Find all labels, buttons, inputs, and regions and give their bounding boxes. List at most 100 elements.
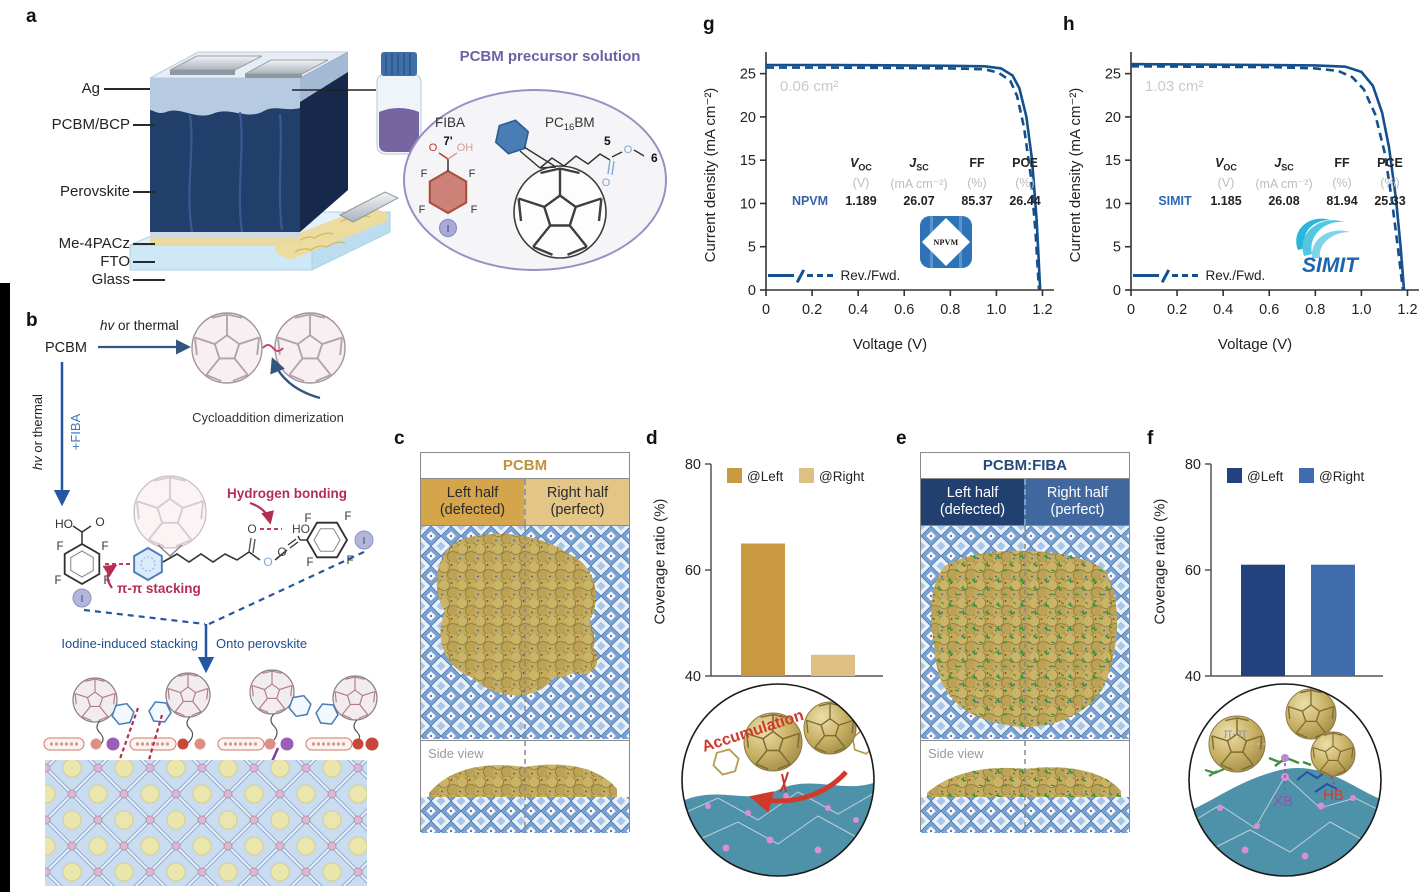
- md-sideview-pcbm-svg: Side view: [421, 741, 629, 833]
- panel-label-b: b: [26, 310, 38, 331]
- c-sideview-label: Side view: [428, 746, 484, 761]
- g-ff-value: 85.37: [961, 193, 993, 208]
- h-u-blank: [1147, 176, 1203, 191]
- d-inset-border: [681, 683, 875, 877]
- fiba-f2: F: [469, 168, 476, 180]
- svg-text:15: 15: [740, 153, 756, 169]
- simit-logo: SIMIT: [1296, 218, 1360, 277]
- g-legend-dashed-line: [806, 274, 833, 277]
- h-pce-value: 25.33: [1374, 193, 1406, 208]
- d-ion3: [783, 793, 789, 799]
- md-header-pcbm: Left half (defected) Right half (perfect…: [421, 478, 629, 525]
- svg-text:15: 15: [1105, 153, 1121, 169]
- f-perovskite-surface: [1189, 768, 1381, 876]
- xb-annotation: XB: [1273, 793, 1293, 810]
- ion-r2: [352, 738, 364, 750]
- md-topview-pcbm-fiba: [921, 525, 1129, 740]
- onto-perovskite-label: Onto perovskite: [216, 636, 307, 651]
- h-u-v: (V): [1217, 175, 1235, 190]
- e-sideview-label: Side view: [928, 746, 984, 761]
- leader-perovskite: [133, 191, 155, 193]
- vial-cap-ribs: [385, 53, 411, 75]
- hbond-arrow: [249, 501, 275, 525]
- md-topview-pcbm-svg: [421, 526, 629, 739]
- layer-label-glass: Glass: [91, 271, 130, 288]
- device-stack-illustration: [129, 51, 422, 271]
- d-ion2: [745, 810, 751, 816]
- md-header-left-e: Left half (defected): [921, 479, 1024, 525]
- h-u-pce: (%): [1380, 175, 1400, 190]
- svg-text:0.2: 0.2: [802, 302, 822, 318]
- panel-label-d: d: [646, 428, 658, 449]
- pcbm-bcp-band: [150, 78, 300, 116]
- d-ion5: [766, 836, 774, 844]
- carbonyl-bond: [248, 537, 256, 554]
- g-area-label: 0.06 cm²: [780, 78, 839, 95]
- f-fullerene-3: [1310, 731, 1356, 777]
- ester-o-blue: O: [263, 555, 272, 569]
- methyl-bond: [633, 149, 645, 157]
- svg-text:@Right: @Right: [819, 469, 864, 484]
- svg-text:0: 0: [762, 302, 770, 318]
- g-u-blank: [782, 176, 838, 191]
- surface-ions: [90, 737, 379, 751]
- h-legend: Rev./Fwd.: [1133, 268, 1265, 283]
- g-t-blank: [782, 156, 838, 173]
- lf-b1: [72, 525, 83, 533]
- h-xlabel: Voltage (V): [1217, 336, 1293, 353]
- fto-layer: [150, 238, 300, 245]
- leader-ag: [104, 88, 150, 90]
- lf-f1: F: [56, 541, 63, 553]
- bar-@Right: [1311, 564, 1355, 676]
- d-bar-svg: 40 60 80 @Left @Right: [685, 457, 883, 685]
- rf-f1: F: [304, 513, 311, 525]
- svg-text:0.2: 0.2: [1167, 302, 1187, 318]
- md-title-pcbm: PCBM: [502, 457, 548, 474]
- svg-text:40: 40: [685, 669, 701, 685]
- d-fullerene-1: [743, 712, 803, 772]
- g-h-voc-s: OC: [858, 162, 872, 173]
- g-u-pce: (%): [1015, 175, 1035, 190]
- ag-bar-1-side: [170, 70, 235, 75]
- mechanism-diagram: PCBM hv or thermal Cycloaddition dimeriz…: [30, 312, 379, 886]
- solution-ellipse: FIBA O 7' OH F F F F I PC16BM 5 O O 6: [403, 89, 667, 271]
- complex-phenyl-ring: [134, 548, 162, 580]
- u2-cage: [165, 672, 211, 718]
- svg-text:0: 0: [748, 283, 756, 299]
- fiba-f4: F: [471, 204, 478, 216]
- panel-label-c: c: [394, 428, 405, 449]
- u3-tether: [270, 713, 278, 741]
- d-accumulation-arrow: [749, 770, 848, 813]
- g-h-ff: FF: [969, 156, 985, 170]
- hv-thermal-top: hv or thermal: [100, 318, 179, 333]
- svg-text:0.6: 0.6: [894, 302, 914, 318]
- dimer-fullerene-right: [274, 312, 346, 384]
- f-ion2: [1254, 823, 1260, 829]
- f-inset-content: π-π XB HB: [1189, 684, 1381, 876]
- d-ion8: [853, 817, 859, 823]
- dashed-left: [83, 608, 206, 626]
- md-left-line1-e: Left half: [946, 485, 999, 501]
- svg-text:0.4: 0.4: [848, 302, 868, 318]
- f-ion5: [1350, 795, 1356, 801]
- f-pink-ions: [1217, 773, 1356, 860]
- unit-2: [147, 672, 211, 744]
- h-legend-text: Rev./Fwd.: [1205, 268, 1266, 283]
- panel-label-e: e: [896, 428, 907, 449]
- ester-hb-o: O: [247, 522, 256, 536]
- md-left-line2: (defected): [439, 502, 506, 518]
- layer-label-me4pacz: Me-4PACz: [58, 235, 130, 252]
- left-fiba-ring: [65, 544, 100, 584]
- svg-text:25: 25: [1105, 67, 1121, 83]
- u2-tether: [186, 716, 194, 744]
- ag-bar-2-side: [245, 74, 302, 79]
- dashed-right: [208, 551, 365, 625]
- e-side-specks: [927, 767, 1121, 797]
- fiba-i-atom: I: [447, 224, 450, 235]
- md-sideview-pcbm: Side view: [421, 740, 629, 834]
- layer-label-pcbm-bcp: PCBM/BCP: [51, 116, 130, 133]
- f-fullerene-2: [1285, 688, 1337, 740]
- d-inset-content: Accumulation: [682, 684, 874, 876]
- fiba-f3: F: [419, 204, 426, 216]
- g-voc-value: 1.189: [845, 193, 877, 208]
